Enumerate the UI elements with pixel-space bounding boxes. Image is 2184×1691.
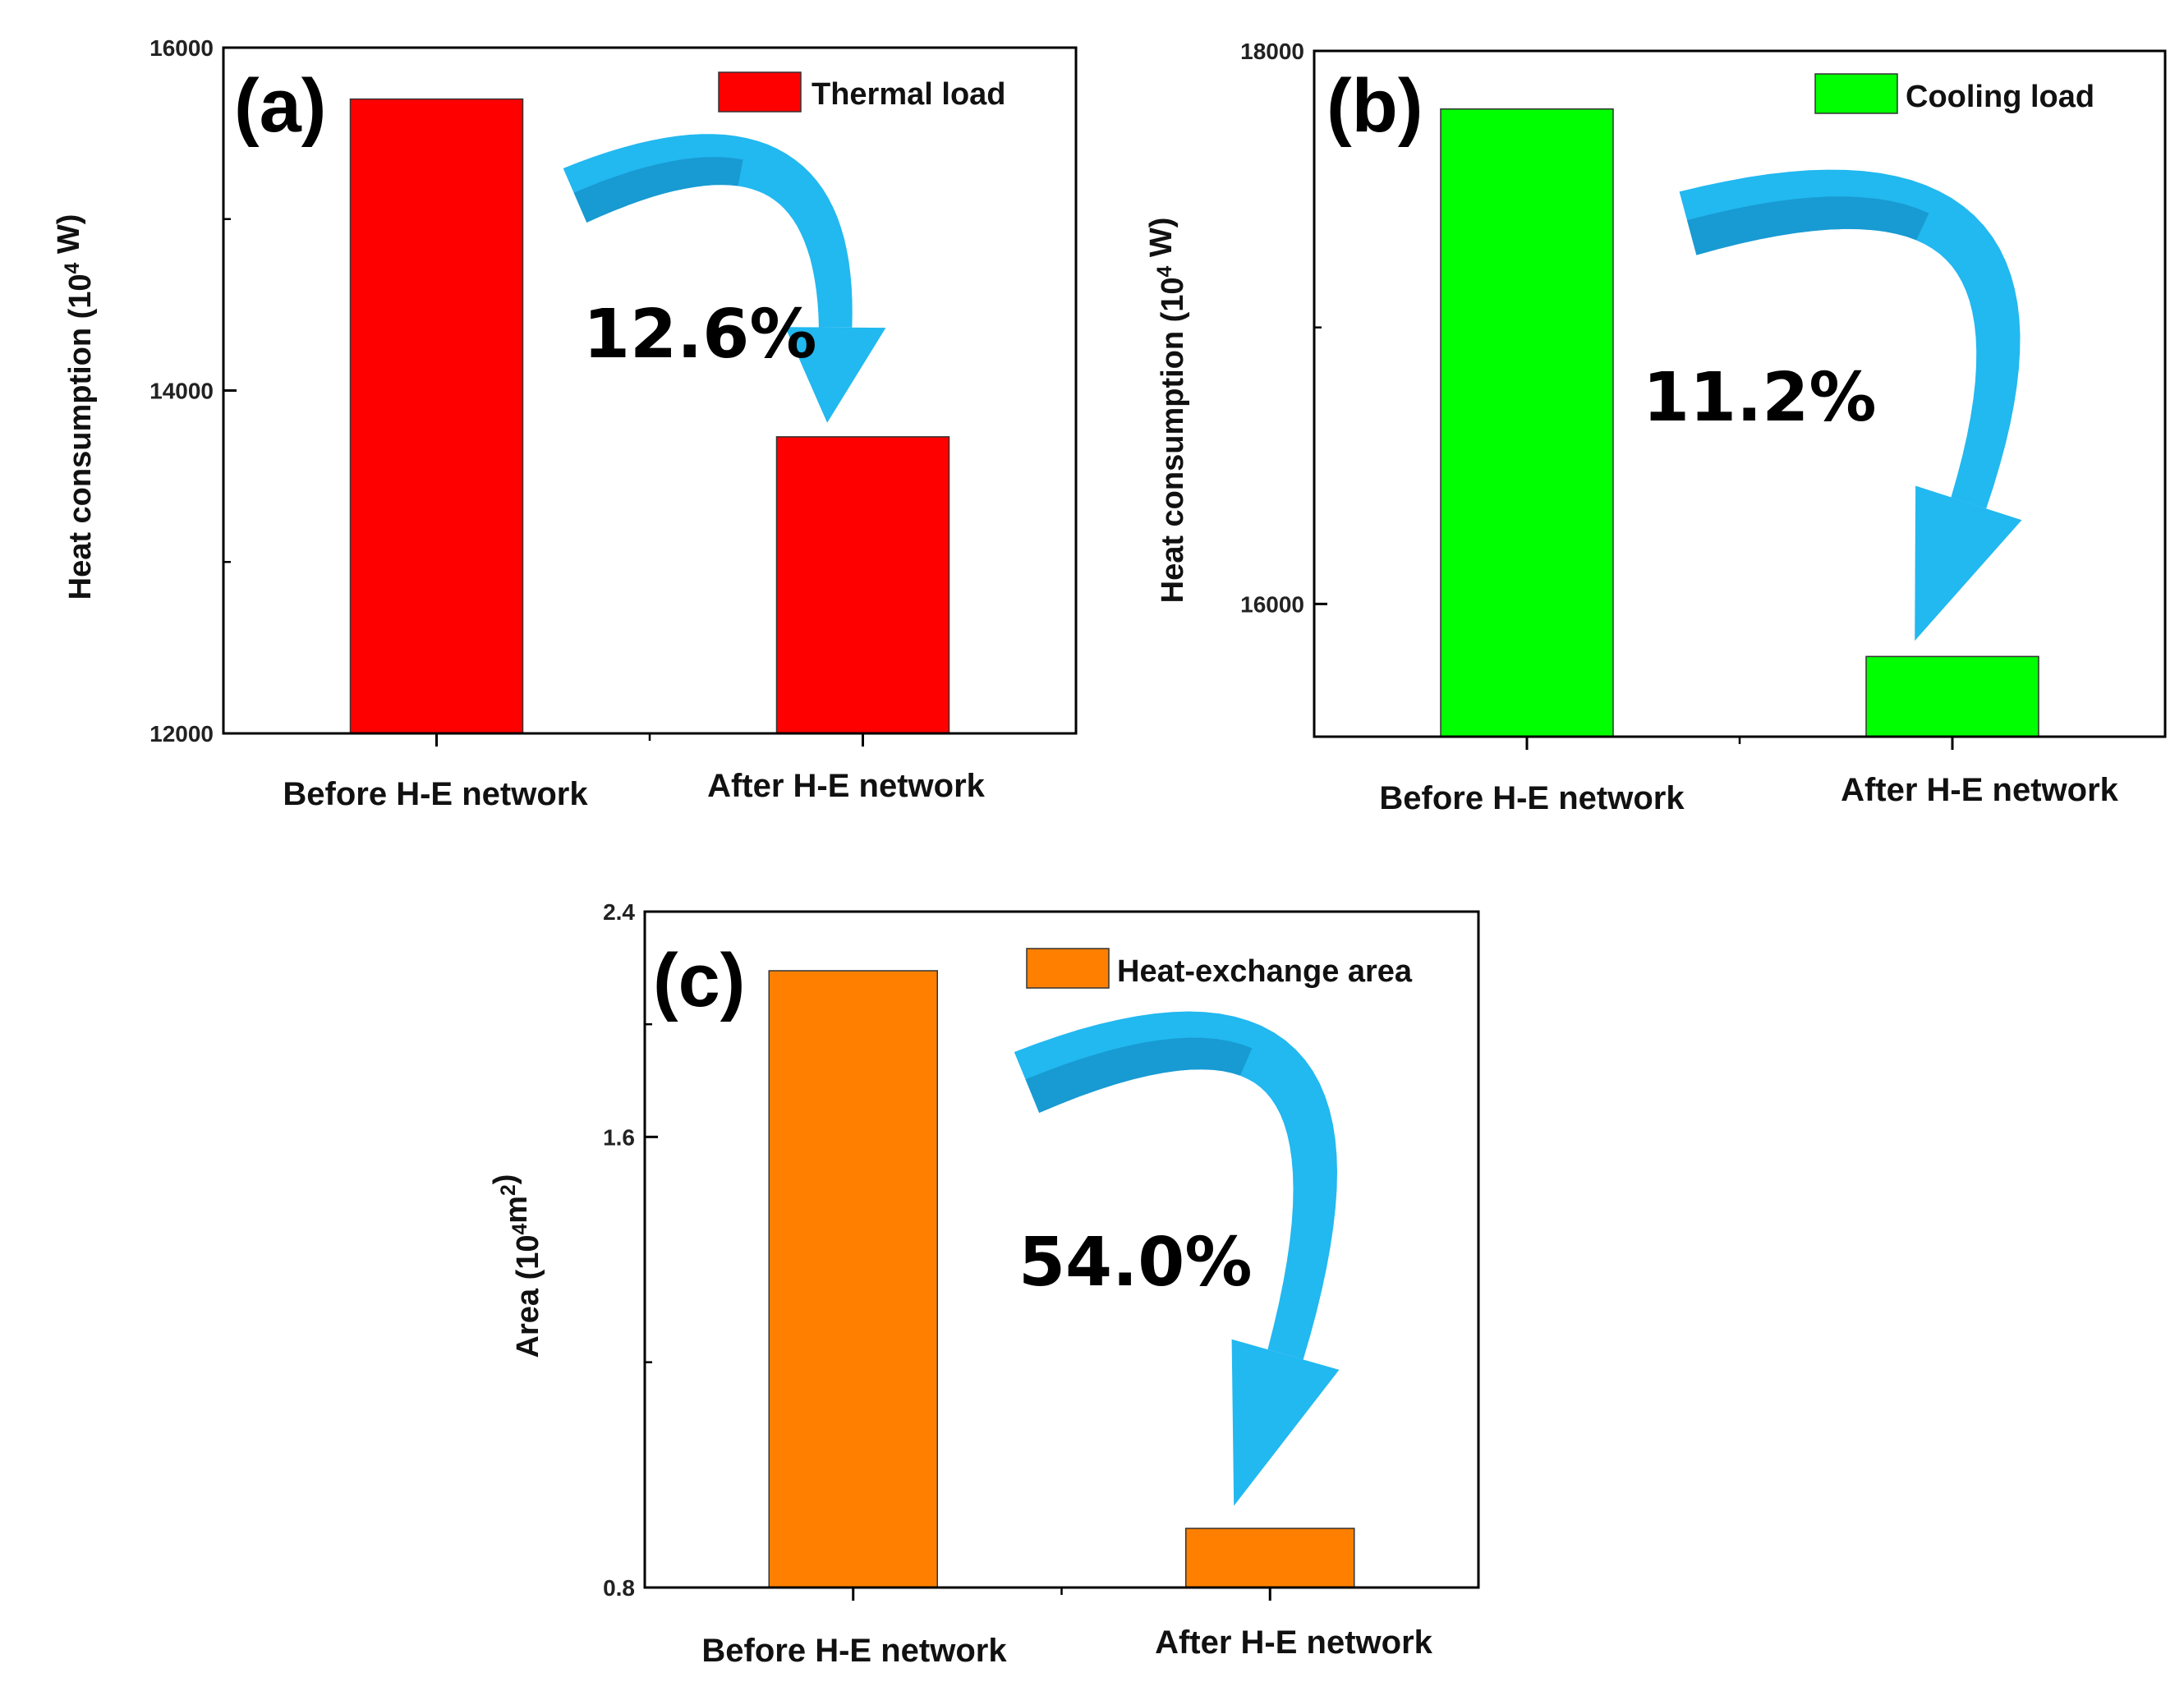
- legend-label: Cooling load: [1906, 80, 2094, 114]
- bar[interactable]: [1865, 655, 2039, 738]
- arrow-body: [1679, 169, 2021, 509]
- reduction-annotation: 12.6%: [583, 296, 816, 374]
- y-tick-label: 1.6: [603, 1124, 635, 1150]
- arrow-head: [1915, 485, 2022, 641]
- bar[interactable]: [775, 436, 950, 734]
- legend-swatch: [1026, 948, 1110, 989]
- y-tick-label: 12000: [149, 721, 214, 747]
- legend-label: Heat-exchange area: [1117, 954, 1413, 989]
- legend-swatch: [718, 71, 802, 113]
- arrow-shade: [1687, 196, 1929, 255]
- y-axis-label: Area (104m2): [488, 1174, 545, 1358]
- y-tick-label: 0.8: [603, 1575, 635, 1601]
- x-tick-label: Before H-E network: [701, 1633, 1007, 1669]
- y-tick-label: 14000: [149, 379, 214, 404]
- bar[interactable]: [1440, 108, 1614, 738]
- reduction-annotation: 11.2%: [1643, 359, 1876, 437]
- chart-panel-a: 12000 14000 16000 Before H-E network After H…: [52, 35, 1078, 812]
- y-tick-label: 16000: [149, 35, 214, 61]
- arrow-shade: [1025, 1037, 1253, 1113]
- arrow-shade: [573, 157, 743, 223]
- legend-swatch: [1814, 73, 1898, 114]
- x-tick-label: After H-E network: [1841, 772, 2119, 808]
- y-tick-label: 16000: [1240, 591, 1304, 617]
- x-tick-label: After H-E network: [1155, 1624, 1433, 1661]
- arrow-head: [1231, 1339, 1340, 1506]
- panel-label: (c): [653, 939, 745, 1022]
- y-tick-label: 2.4: [603, 899, 635, 925]
- x-tick-label: Before H-E network: [283, 776, 588, 812]
- y-axis-label: Heat consumption (104 W): [52, 214, 98, 600]
- x-tick-label: After H-E network: [707, 768, 986, 804]
- bar[interactable]: [768, 970, 938, 1588]
- chart-panel-b: 16000 18000 Before H-E network After H-E ne…: [1144, 39, 2167, 816]
- legend-label: Thermal load: [812, 77, 1006, 112]
- x-tick-label: Before H-E network: [1379, 780, 1685, 816]
- y-tick-label: 18000: [1240, 39, 1304, 64]
- chart-panel-c: 0.8 1.6 2.4 Before H-E network After H-E net…: [488, 899, 1480, 1669]
- bar[interactable]: [1185, 1528, 1355, 1588]
- bar[interactable]: [349, 98, 524, 734]
- arrow-body: [1014, 1011, 1337, 1360]
- y-axis-label: Heat consumption (104 W): [1144, 218, 1190, 604]
- panel-label: (b): [1326, 64, 1423, 148]
- panel-label: (a): [234, 64, 326, 148]
- reduction-annotation: 54.0%: [1018, 1224, 1252, 1302]
- arrow-head: [785, 327, 886, 423]
